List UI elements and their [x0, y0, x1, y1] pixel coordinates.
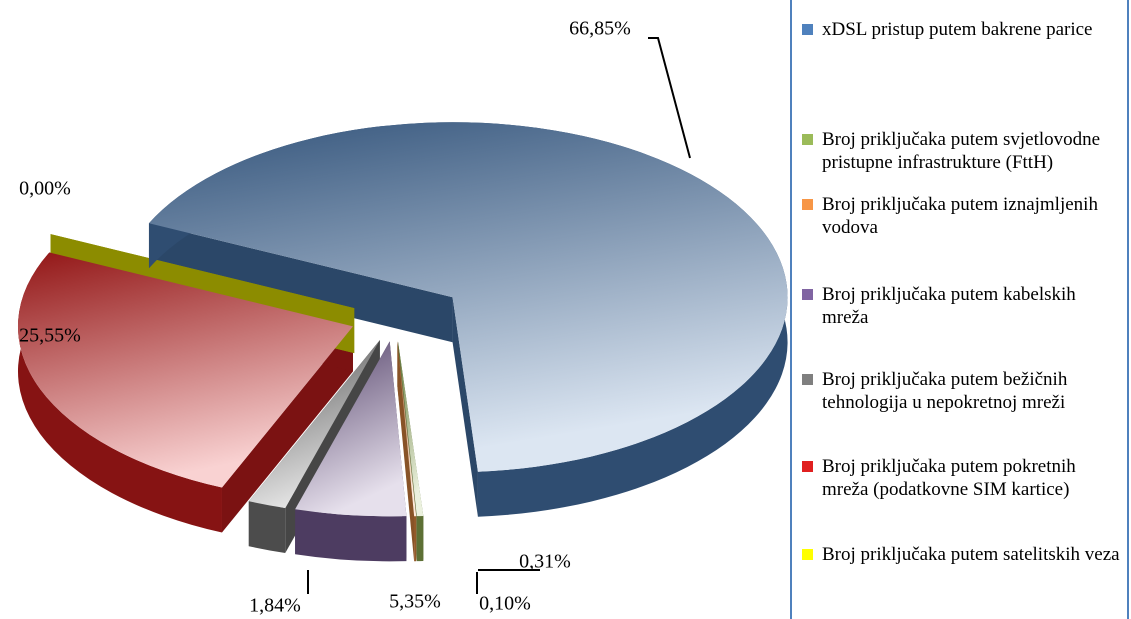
legend-label: Broj priključaka putem pokretnih mreža (…: [822, 456, 1076, 500]
slice: [17, 252, 353, 488]
slice: [148, 122, 788, 472]
slice-side: [17, 252, 222, 533]
slice-side: [416, 515, 424, 562]
leader-line: [648, 37, 691, 159]
legend-label: Broj priključaka putem satelitskih veza: [822, 544, 1120, 565]
legend-label: Broj priključaka putem kabelskih mreža: [822, 284, 1076, 328]
legend-swatch: [802, 374, 813, 385]
legend: xDSL pristup putem bakrene parice Broj pr…: [790, 0, 1129, 619]
legend-swatch: [802, 289, 813, 300]
slice-side: [295, 509, 407, 562]
data-label: 1,84%: [249, 595, 301, 617]
legend-label: Broj priključaka putem svjetlovodne pris…: [822, 129, 1101, 173]
data-label: 0,10%: [479, 593, 531, 615]
legend-entry: Broj priključaka putem kabelskih mreža: [802, 283, 1120, 329]
legend-label: Broj priključaka putem bežičnih tehnolog…: [822, 369, 1068, 413]
data-label: 25,55%: [19, 325, 81, 347]
slice: [397, 341, 417, 517]
legend-label: Broj priključaka putem iznajmljenih vodo…: [822, 194, 1098, 238]
legend-entry: xDSL pristup putem bakrene parice: [802, 18, 1120, 41]
legend-entry: Broj priključaka putem pokretnih mreža (…: [802, 455, 1120, 501]
legend-swatch: [802, 24, 813, 35]
legend-swatch: [802, 199, 813, 210]
slice-wall: [148, 223, 453, 343]
slice: [248, 340, 380, 509]
slice-wall: [221, 326, 353, 533]
slice: [397, 341, 424, 517]
legend-swatch: [802, 461, 813, 472]
legend-entry: Broj priključaka putem bežičnih tehnolog…: [802, 368, 1120, 414]
legend-swatch: [802, 549, 813, 560]
legend-entry: Broj priključaka putem iznajmljenih vodo…: [802, 193, 1120, 239]
data-label: 66,85%: [569, 18, 631, 40]
slice-side: [414, 516, 417, 562]
legend-label: xDSL pristup putem bakrene parice: [822, 19, 1093, 40]
legend-swatch: [802, 134, 813, 145]
data-label: 0,00%: [19, 178, 71, 200]
data-label: 0,31%: [519, 551, 571, 573]
slice-wall: [452, 297, 478, 517]
legend-entry: Broj priključaka putem satelitskih veza: [802, 543, 1120, 566]
slice-side: [248, 501, 286, 554]
data-label: 5,35%: [389, 591, 441, 613]
pie-area: 66,85% 0,31% 0,10% 5,35% 1,84% 25,55% 0,00%: [17, 18, 788, 617]
slice-wall: [397, 341, 415, 562]
legend-entry: Broj priključaka putem svjetlovodne pris…: [802, 128, 1120, 174]
slice: [295, 341, 407, 517]
